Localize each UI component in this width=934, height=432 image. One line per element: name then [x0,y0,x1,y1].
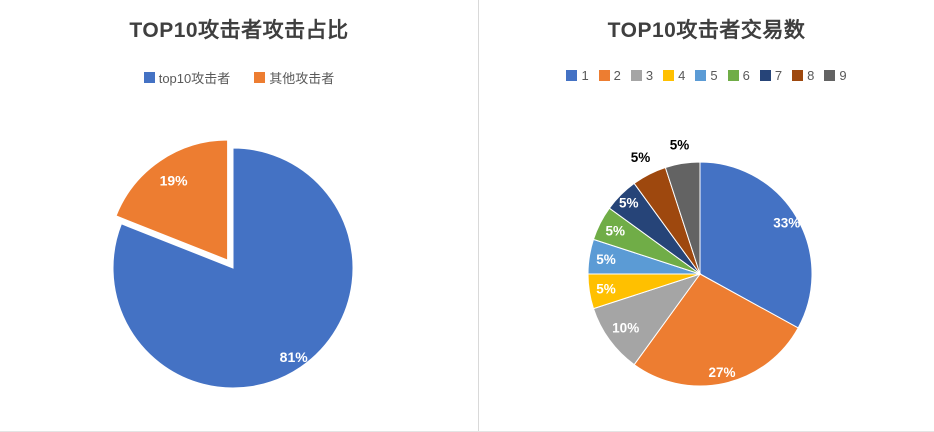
pie-slice-2[interactable] [633,273,799,387]
chart-title: TOP10攻击者交易数 [607,19,806,42]
pie-slice-top10攻击者[interactable] [112,147,354,389]
legend-label: 5 [710,68,718,83]
legend-swatch [630,70,642,81]
pie-chart-transactions: 33% 27% 10% 5% 5% 5% 5% 5% 5% [587,137,813,387]
legend-label: 8 [807,68,815,83]
legend-swatch [254,72,266,83]
panel-divider [478,0,479,432]
legend-item[interactable]: 3 [630,68,654,83]
legend-swatch [824,70,836,81]
legend-swatch [598,70,610,81]
legend-item[interactable]: 8 [792,68,814,83]
legend-item[interactable]: 6 [727,68,750,83]
data-label: 5% [596,252,616,267]
legend-item[interactable]: 其他攻击者 [254,68,334,87]
chart-panel-attack-share: TOP10攻击者攻击占比 top10攻击者 其他攻击者 81% 19% [0,19,478,389]
legend-swatch [727,70,739,81]
legend: 1 2 3 4 5 6 7 8 9 [479,68,934,83]
legend-item[interactable]: 5 [695,68,718,83]
legend-item[interactable]: 2 [598,68,621,83]
legend: top10攻击者 其他攻击者 [0,68,478,87]
legend-label: 3 [645,68,654,83]
legend-swatch [143,72,155,83]
legend-label: 7 [774,68,783,83]
legend-label: 9 [839,68,847,83]
data-label: 5% [631,150,651,165]
legend-item[interactable]: 9 [824,68,847,83]
pie-slice-其他攻击者[interactable] [115,139,229,261]
legend-swatch [792,70,804,81]
data-label: 5% [670,137,690,152]
pie-slice-1[interactable] [699,161,813,329]
legend-label: 其他攻击者 [269,71,335,86]
legend-item[interactable]: 4 [663,68,685,83]
legend-item[interactable]: 1 [566,68,589,83]
legend-label: 2 [613,68,621,83]
legend-item[interactable]: 7 [759,68,783,83]
legend-swatch [759,70,771,81]
legend-label: 1 [581,68,589,83]
data-label: 27% [708,365,735,380]
legend-swatch [663,70,675,81]
legend-label: 4 [678,68,686,83]
legend-item[interactable]: top10攻击者 [143,68,231,87]
data-label: 19% [160,173,189,189]
legend-swatch [695,70,707,81]
chart-title: TOP10攻击者攻击占比 [129,19,349,42]
data-label: 5% [605,224,625,239]
data-label: 10% [612,321,639,336]
legend-label: 6 [742,68,750,83]
pie-slice-9[interactable] [664,161,701,275]
data-label: 5% [596,282,616,297]
pie-chart-attack-share: 81% 19% [112,139,354,389]
legend-label: top10攻击者 [158,71,231,86]
data-label: 33% [773,215,800,230]
data-label: 5% [619,195,639,210]
data-label: 81% [280,349,309,365]
chart-panel-transactions: TOP10攻击者交易数 1 2 3 4 5 6 7 8 9 33% 27% 10% 5% 5% 5% 5% 5… [479,0,934,432]
legend-swatch [566,70,578,81]
